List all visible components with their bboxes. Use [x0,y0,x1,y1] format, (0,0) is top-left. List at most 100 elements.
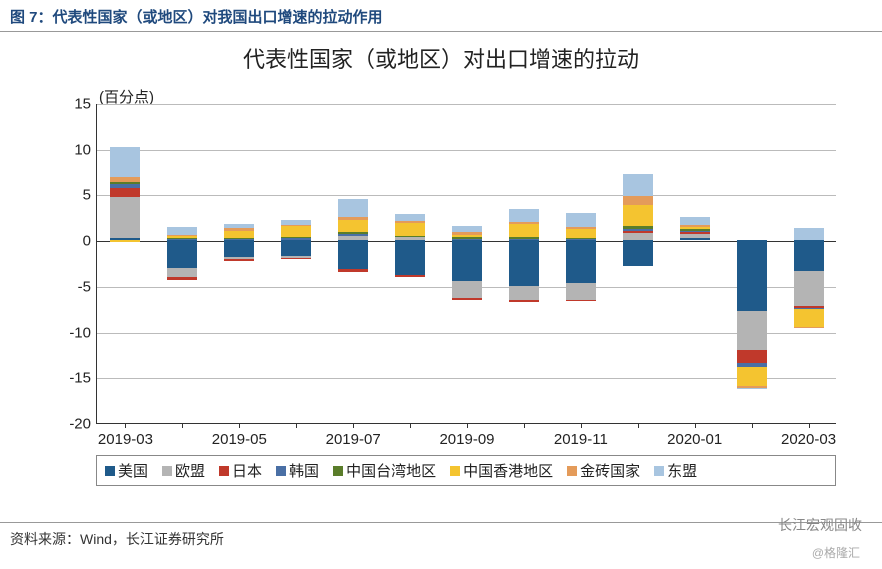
bar-segment-brics [509,222,539,224]
bar-segment-brics [110,177,140,182]
bar-segment-brics [623,196,653,205]
legend-swatch [105,466,115,476]
bar-segment-asean [110,147,140,177]
bar-segment-brics [566,227,596,229]
xtick-mark [296,423,297,428]
bar-segment-kr [509,239,539,240]
legend-label: 日本 [232,460,262,481]
bar-segment-brics [224,228,254,231]
ytick-label: -15 [69,370,97,387]
legend-swatch [654,466,664,476]
bar-segment-jp [281,258,311,260]
bar-segment-eu [338,236,368,241]
xtick-label: 2019-11 [554,423,608,448]
source-line: 资料来源：Wind，长江证券研究所 [0,522,882,549]
bar-segment-hk [566,229,596,238]
bar-segment-hk [281,226,311,237]
bar-segment-us [737,240,767,310]
legend-label: 美国 [118,460,148,481]
bar-segment-hk [452,235,482,238]
bar-segment-tw [110,182,140,185]
bar-segment-jp [509,300,539,303]
bar-segment-us [281,240,311,256]
xtick-label: 2020-03 [781,423,836,448]
xtick-mark [524,423,525,428]
legend-label: 金砖国家 [580,460,640,481]
bar-group [566,103,596,423]
bar-segment-tw [680,229,710,231]
chart-container: 代表性国家（或地区）对出口增速的拉动 (百分点) -20-15-10-50510… [11,32,871,502]
bar-segment-brics [338,217,368,220]
legend-item-us: 美国 [105,460,148,481]
bar-segment-kr [167,239,197,240]
bar-group [395,103,425,423]
bar-segment-brics [395,221,425,223]
ytick-label: 0 [83,233,97,250]
legend-item-hk: 中国香港地区 [450,460,553,481]
bar-segment-jp [338,269,368,272]
bar-segment-tw [623,226,653,230]
bar-segment-hk [794,309,824,327]
chart-title: 代表性国家（或地区）对出口增速的拉动 [11,32,871,78]
bar-segment-tw [167,238,197,239]
legend-label: 韩国 [289,460,319,481]
legend-swatch [450,466,460,476]
bar-segment-jp [167,277,197,281]
bar-segment-hk [110,240,140,242]
xtick-mark [752,423,753,428]
bar-segment-asean [452,226,482,232]
xtick-mark [638,423,639,428]
bar-segment-eu [737,311,767,350]
bar-segment-hk [338,220,368,232]
bar-group [338,103,368,423]
legend-swatch [162,466,172,476]
legend-item-brics: 金砖国家 [567,460,640,481]
legend-label: 欧盟 [175,460,205,481]
bar-segment-tw [281,237,311,238]
legend-item-asean: 东盟 [654,460,697,481]
bar-segment-kr [338,234,368,236]
bar-segment-eu [566,283,596,299]
bar-group [737,103,767,423]
bar-segment-us [566,240,596,283]
bar-segment-eu [395,237,425,240]
bar-segment-eu [167,268,197,277]
bar-segment-eu [110,197,140,238]
legend-swatch [333,466,343,476]
legend-label: 中国台湾地区 [346,460,436,481]
bar-group [680,103,710,423]
figure-caption: 图 7：代表性国家（或地区）对我国出口增速的拉动作用 [0,0,882,32]
bar-group [452,103,482,423]
bar-group [281,103,311,423]
bar-segment-us [338,240,368,269]
ytick-label: -20 [69,416,97,433]
watermark: 长江宏观固收 [778,515,862,535]
bar-segment-kr [281,238,311,240]
bar-segment-tw [452,237,482,239]
bar-segment-us [395,240,425,275]
bar-segment-tw [566,238,596,239]
bar-segment-us [224,240,254,256]
bar-segment-hk [680,227,710,229]
bar-segment-asean [794,228,824,240]
bar-segment-jp [680,232,710,234]
bar-segment-eu [680,234,710,239]
bar-segment-brics [167,235,197,237]
xtick-label: 2019-09 [439,423,494,448]
bar-segment-eu [509,286,539,300]
bar-segment-jp [737,350,767,363]
bar-segment-kr [623,229,653,231]
bar-segment-asean [509,209,539,222]
bar-group [110,103,140,423]
bar-segment-asean [224,224,254,229]
bar-segment-hk [623,205,653,225]
bar-segment-asean [737,388,767,389]
bar-group [794,103,824,423]
bar-segment-asean [395,214,425,221]
bar-segment-us [680,238,710,240]
bar-segment-tw [509,237,539,239]
xtick-mark [182,423,183,428]
bar-group [167,103,197,423]
bar-segment-kr [452,239,482,240]
bar-segment-jp [566,300,596,302]
